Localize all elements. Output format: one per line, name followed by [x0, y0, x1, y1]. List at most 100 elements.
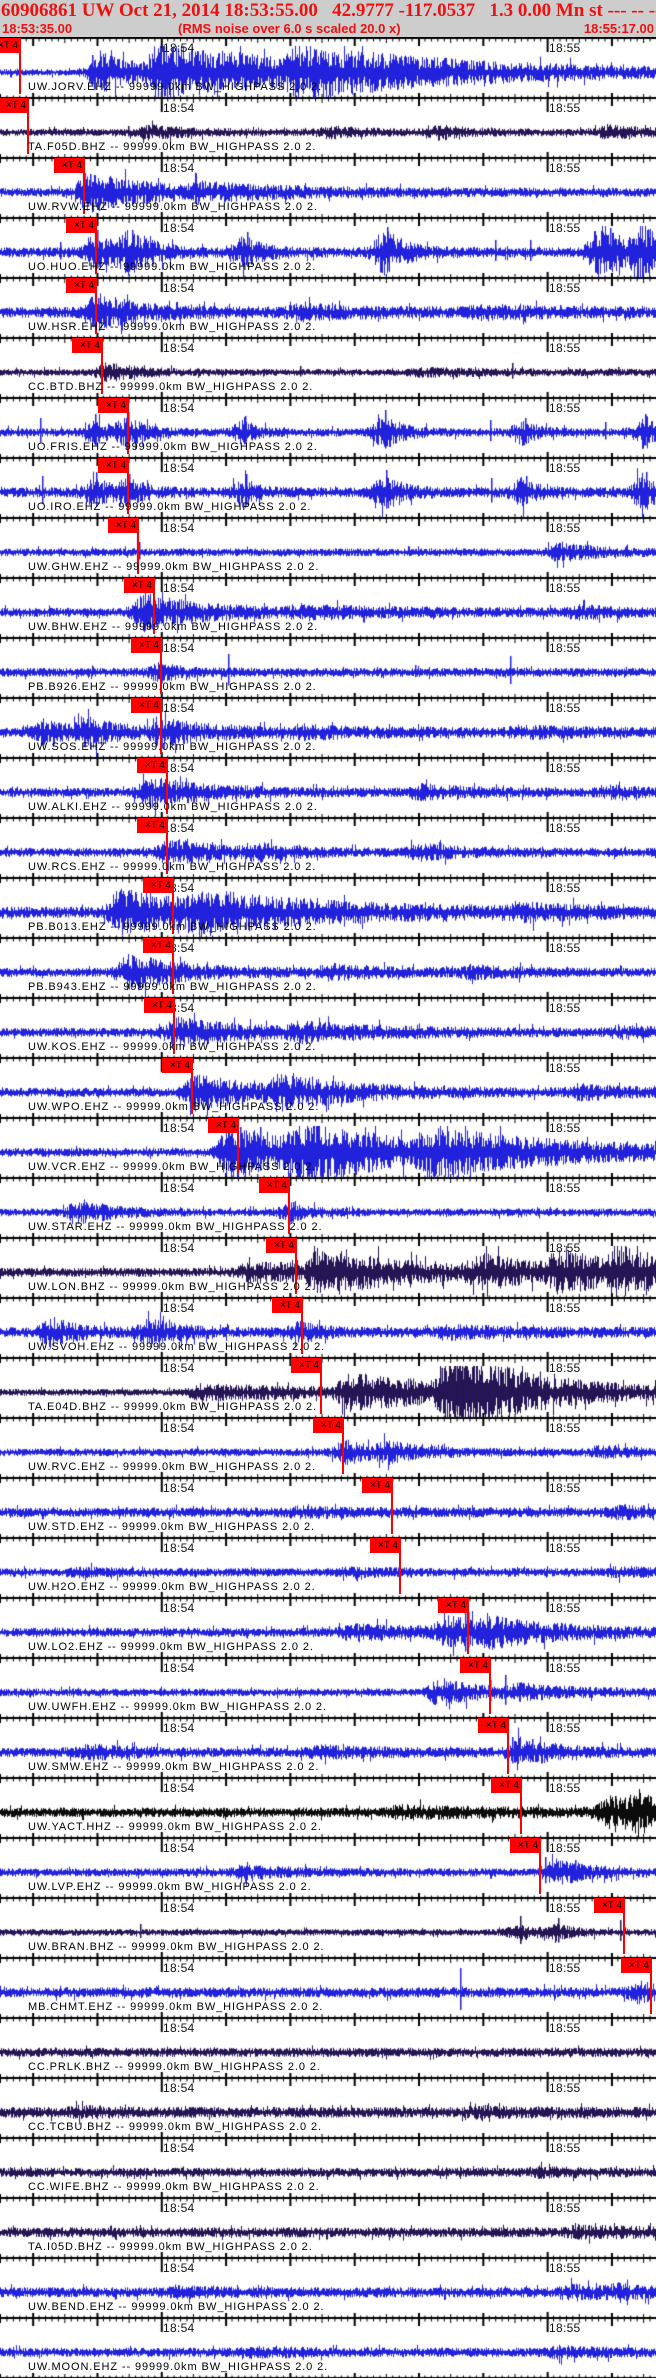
pick-time-line[interactable] — [391, 1478, 393, 1534]
pick-time-line[interactable] — [539, 1838, 541, 1894]
station-channel-label: UW.BRAN.BHZ -- 99999.0km BW_HIGHPASS 2.0… — [28, 1941, 325, 1953]
pick-flag[interactable]: ×T 4 — [438, 1598, 468, 1613]
pick-time-line[interactable] — [95, 218, 97, 274]
trace-row: 18:54 18:55 ×T 4 PB.B013.EHZ -- 99999.0km B… — [0, 877, 656, 937]
rms-scale-note: (RMS noise over 6.0 s scaled 20.0 x) — [178, 21, 401, 36]
station-channel-label: UO.HUO.EHZ -- 99999.0km BW_HIGHPASS 2.0 … — [28, 261, 317, 273]
station-channel-label: MB.CHMT.EHZ -- 99999.0km BW_HIGHPASS 2.0… — [28, 2001, 324, 2013]
station-channel-label: UW.VCR.EHZ -- 99999.0km BW_HIGHPASS 2.0 … — [28, 1161, 317, 1173]
pick-time-line[interactable] — [489, 1658, 491, 1714]
pick-time-line[interactable] — [160, 638, 162, 694]
pick-flag[interactable]: ×T 4 — [66, 278, 96, 293]
trace-row: 18:54 18:55 ×T 4 UW.LO2.EHZ -- 99999.0km BW… — [0, 1597, 656, 1657]
pick-flag[interactable]: ×T 4 — [272, 1298, 302, 1313]
pick-flag-label: ×T 4 — [601, 1900, 622, 1911]
minute-tick-label: 18:55 — [549, 1421, 581, 1435]
pick-flag[interactable]: ×T 4 — [362, 1478, 392, 1493]
pick-flag[interactable]: ×T 4 — [143, 878, 173, 893]
pick-time-line[interactable] — [160, 698, 162, 754]
pick-time-line[interactable] — [172, 938, 174, 994]
pick-flag[interactable]: ×T 4 — [54, 158, 84, 173]
trace-row: 18:54 18:55 ×T 4 UW.ALKI.EHZ -- 99999.0km B… — [0, 757, 656, 817]
pick-flag[interactable]: ×T 4 — [98, 398, 128, 413]
minute-tick-label: 18:55 — [549, 701, 581, 715]
minute-tick-label: 18:55 — [549, 341, 581, 355]
pick-flag[interactable]: ×T 4 — [266, 1238, 296, 1253]
minute-tick-label: 18:54 — [163, 401, 195, 415]
pick-time-line[interactable] — [19, 38, 21, 94]
pick-flag[interactable]: ×T 4 — [510, 1838, 540, 1853]
pick-flag[interactable]: ×T 4 — [370, 1538, 400, 1553]
pick-time-line[interactable] — [137, 518, 139, 574]
pick-time-line[interactable] — [172, 878, 174, 934]
pick-flag[interactable]: ×T 4 — [0, 98, 28, 113]
pick-flag[interactable]: ×T 4 — [137, 818, 167, 833]
pick-flag[interactable]: ×T 4 — [313, 1418, 343, 1433]
pick-time-line[interactable] — [95, 278, 97, 334]
pick-flag[interactable]: ×T 4 — [291, 1358, 321, 1373]
minute-tick-label: 18:55 — [549, 1181, 581, 1195]
pick-time-line[interactable] — [288, 1178, 290, 1234]
window-end-time: 18:55:17.00 — [583, 21, 654, 36]
pick-flag[interactable]: ×T 4 — [144, 998, 174, 1013]
pick-time-line[interactable] — [27, 98, 29, 154]
pick-time-line[interactable] — [237, 1118, 239, 1174]
pick-time-line[interactable] — [153, 578, 155, 634]
trace-row: 18:54 18:55 ×T 4 UW.STAR.EHZ -- 99999.0km B… — [0, 1177, 656, 1237]
pick-flag[interactable]: ×T 4 — [0, 38, 20, 53]
station-channel-label: UW.WPO.EHZ -- 99999.0km BW_HIGHPASS 2.0 … — [28, 1101, 320, 1113]
pick-time-line[interactable] — [399, 1538, 401, 1594]
pick-flag[interactable]: ×T 4 — [108, 518, 138, 533]
pick-flag-label: ×T 4 — [369, 1480, 390, 1491]
minute-tick-label: 18:55 — [549, 1961, 581, 1975]
seismogram-canvas[interactable] — [0, 37, 656, 2378]
pick-time-line[interactable] — [507, 1718, 509, 1774]
minute-tick-label: 18:55 — [549, 761, 581, 775]
pick-time-line[interactable] — [101, 338, 103, 394]
pick-flag[interactable]: ×T 4 — [594, 1898, 624, 1913]
pick-flag[interactable]: ×T 4 — [66, 218, 96, 233]
pick-time-line[interactable] — [127, 458, 129, 514]
pick-flag[interactable]: ×T 4 — [131, 698, 161, 713]
pick-flag[interactable]: ×T 4 — [137, 758, 167, 773]
station-channel-label: UW.RCS.EHZ -- 99999.0km BW_HIGHPASS 2.0 … — [28, 861, 317, 873]
pick-flag[interactable]: ×T 4 — [98, 458, 128, 473]
pick-flag[interactable]: ×T 4 — [478, 1718, 508, 1733]
pick-time-line[interactable] — [650, 1958, 652, 2014]
pick-time-line[interactable] — [295, 1238, 297, 1294]
trace-row: 18:54 18:55 UW.MOON.EHZ -- 99999.0km BW_HI… — [0, 2317, 656, 2377]
pick-time-line[interactable] — [520, 1778, 522, 1834]
minute-tick-label: 18:55 — [549, 1241, 581, 1255]
pick-flag[interactable]: ×T 4 — [460, 1658, 490, 1673]
pick-time-line[interactable] — [342, 1418, 344, 1474]
minute-tick-label: 18:54 — [163, 281, 195, 295]
pick-time-line[interactable] — [173, 998, 175, 1054]
station-channel-label: UW.MOON.EHZ -- 99999.0km BW_HIGHPASS 2.0… — [28, 2361, 329, 2373]
pick-flag[interactable]: ×T 4 — [621, 1958, 651, 1973]
pick-flag[interactable]: ×T 4 — [259, 1178, 289, 1193]
trace-row: 18:54 18:55 ×T 4 UW.SVOH.EHZ -- 99999.0km B… — [0, 1297, 656, 1357]
header: 60906861 UW Oct 21, 2014 18:53:55.00 42.… — [0, 0, 656, 37]
event-summary-line: 60906861 UW Oct 21, 2014 18:53:55.00 42.… — [1, 0, 656, 21]
trace-row: 18:54 18:55 ×T 4 PB.B943.EHZ -- 99999.0km B… — [0, 937, 656, 997]
pick-flag[interactable]: ×T 4 — [124, 578, 154, 593]
pick-time-line[interactable] — [127, 398, 129, 454]
pick-flag[interactable]: ×T 4 — [162, 1058, 192, 1073]
pick-time-line[interactable] — [166, 758, 168, 814]
pick-flag[interactable]: ×T 4 — [208, 1118, 238, 1133]
pick-flag[interactable]: ×T 4 — [131, 638, 161, 653]
minute-tick-label: 18:54 — [163, 1361, 195, 1375]
pick-time-line[interactable] — [166, 818, 168, 874]
pick-flag[interactable]: ×T 4 — [143, 938, 173, 953]
pick-time-line[interactable] — [623, 1898, 625, 1954]
station-channel-label: PB.B943.EHZ -- 99999.0km BW_HIGHPASS 2.0… — [28, 981, 317, 993]
minute-tick-label: 18:54 — [163, 1721, 195, 1735]
pick-flag[interactable]: ×T 4 — [491, 1778, 521, 1793]
pick-time-line[interactable] — [467, 1598, 469, 1654]
pick-time-line[interactable] — [320, 1358, 322, 1414]
pick-flag[interactable]: ×T 4 — [72, 338, 102, 353]
pick-time-line[interactable] — [83, 158, 85, 214]
pick-time-line[interactable] — [191, 1058, 193, 1114]
pick-time-line[interactable] — [301, 1298, 303, 1354]
